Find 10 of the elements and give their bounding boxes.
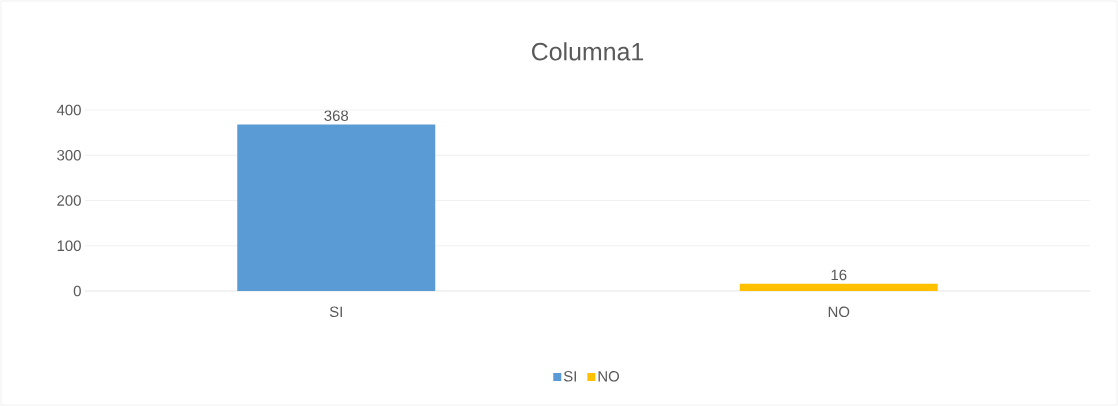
- y-tick-label: 400: [56, 104, 81, 116]
- y-tick-label: 300: [57, 149, 81, 161]
- legend-label: NO: [598, 371, 620, 382]
- y-tick-label: 200: [57, 195, 81, 206]
- chart-title: Columna1: [532, 42, 644, 61]
- y-tick-label: 100: [57, 240, 81, 252]
- y-tick-label: 0: [73, 285, 81, 297]
- data-label: 368: [324, 110, 349, 121]
- legend-label: SI: [563, 371, 576, 382]
- data-label: 16: [831, 269, 847, 281]
